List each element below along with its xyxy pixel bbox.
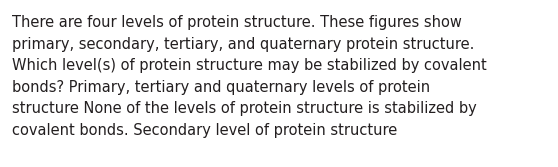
Text: There are four levels of protein structure. These figures show
primary, secondar: There are four levels of protein structu… [12, 15, 487, 138]
